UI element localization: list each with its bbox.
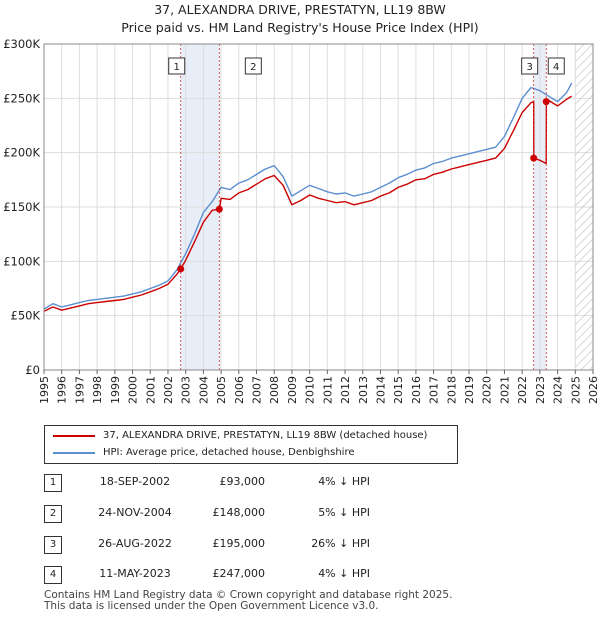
sale-marker-label: 4 [547,57,565,75]
x-tick-label: 1995 [38,376,51,404]
footer-licence: This data is licensed under the Open Gov… [44,600,379,612]
transaction-number: 2 [44,505,62,523]
y-tick-label: £150K [3,200,40,214]
x-tick-label: 2004 [197,376,210,404]
x-tick-label: 2011 [321,376,334,404]
y-tick-label: £50K [11,309,41,323]
x-tick-label: 2001 [144,376,157,404]
x-tick-label: 2025 [569,376,582,404]
sale-marker-label-text: 4 [553,62,559,73]
hpi-series-line [43,82,573,310]
x-tick-label: 2010 [304,376,317,404]
x-tick-label: 2022 [516,376,529,404]
x-tick-label: 2000 [127,376,140,404]
legend-label-hpi: HPI: Average price, detached house, Denb… [103,447,355,458]
price-chart: 1 2 3 4 £0 £50K £100K £150K £200K £250K £300K 1995 1… [3,37,600,404]
transaction-hpi-diff: 4% ↓ HPI [318,475,370,488]
sale-marker-label-box [521,57,539,75]
transaction-price: £247,000 [212,567,266,580]
future-hatch-region [575,44,593,370]
sale-marker-label-text: 2 [250,62,256,73]
footer: Contains HM Land Registry data © Crown c… [44,590,452,612]
transaction-price: £148,000 [212,506,266,519]
transaction-hpi-diff: 26% ↓ HPI [311,537,370,550]
x-tick-label: 1997 [73,376,86,404]
y-tick-label: £0 [25,363,40,377]
legend-swatch-hpi [53,452,95,454]
x-tick-label: 2015 [392,376,405,404]
x-tick-label: 2021 [498,376,511,404]
x-tick-label: 2003 [180,376,193,404]
sale-marker-dot [542,98,550,106]
x-tick-label: 2016 [410,376,423,404]
sale-marker-label-text: 1 [174,62,180,73]
x-tick-label: 2014 [374,376,387,404]
transaction-hpi-diff: 4% ↓ HPI [318,567,370,580]
sale-marker-dot [177,265,185,273]
sale-marker-label-box [244,57,262,75]
property-series-line [43,95,573,312]
transaction-number: 4 [44,566,62,584]
x-tick-label: 2026 [587,376,600,404]
y-tick-label: £300K [3,37,40,51]
x-tick-label: 2006 [233,376,246,404]
x-tick-label: 1999 [109,376,122,404]
x-tick-label: 2002 [162,376,175,404]
x-tick-label: 2017 [428,376,441,404]
sale-marker-dot [530,154,538,162]
x-tick-label: 1998 [91,376,104,404]
x-tick-label: 2019 [463,376,476,404]
sale-marker-label: 3 [521,57,539,75]
x-tick-label: 2007 [251,376,264,404]
x-tick-label: 2020 [481,376,494,404]
transaction-date: 24-NOV-2004 [98,506,172,519]
plot-frame [43,43,594,371]
x-tick-label: 2013 [357,376,370,404]
transaction-hpi-diff: 5% ↓ HPI [318,506,370,519]
x-tick-label: 2008 [268,376,281,404]
legend: 37, ALEXANDRA DRIVE, PRESTATYN, LL19 8BW… [44,425,458,464]
chart-title-line2: Price paid vs. HM Land Registry's House … [121,20,479,35]
transaction-date: 18-SEP-2002 [99,475,171,488]
x-tick-label: 2023 [534,376,547,404]
transaction-number: 1 [44,474,62,492]
x-tick-label: 2012 [339,376,352,404]
transaction-date: 26-AUG-2022 [98,537,172,550]
transaction-number: 3 [44,536,62,554]
y-tick-label: £250K [3,91,40,105]
sale-marker-label: 2 [244,57,262,75]
x-tick-label: 2005 [215,376,228,404]
legend-label-property: 37, ALEXANDRA DRIVE, PRESTATYN, LL19 8BW… [103,430,428,441]
transaction-date: 11-MAY-2023 [99,567,171,580]
x-tick-label: 2018 [445,376,458,404]
sale-marker-label-box [168,57,186,75]
x-tick-label: 2024 [552,376,565,404]
footer-copyright: Contains HM Land Registry data © Crown c… [44,589,453,601]
x-tick-label: 2009 [286,376,299,404]
transaction-price: £93,000 [219,475,266,488]
sale-marker-dot [215,205,223,213]
y-tick-label: £200K [3,146,40,160]
transaction-price: £195,000 [212,537,266,550]
chart-title-line1: 37, ALEXANDRA DRIVE, PRESTATYN, LL19 8BW [154,2,446,17]
sale-marker-label-box [547,57,565,75]
x-tick-label: 1996 [56,376,69,404]
sale-marker-label: 1 [168,57,186,75]
y-tick-label: £100K [3,254,40,268]
legend-swatch-property [53,435,95,437]
sale-marker-label-text: 3 [526,62,532,73]
